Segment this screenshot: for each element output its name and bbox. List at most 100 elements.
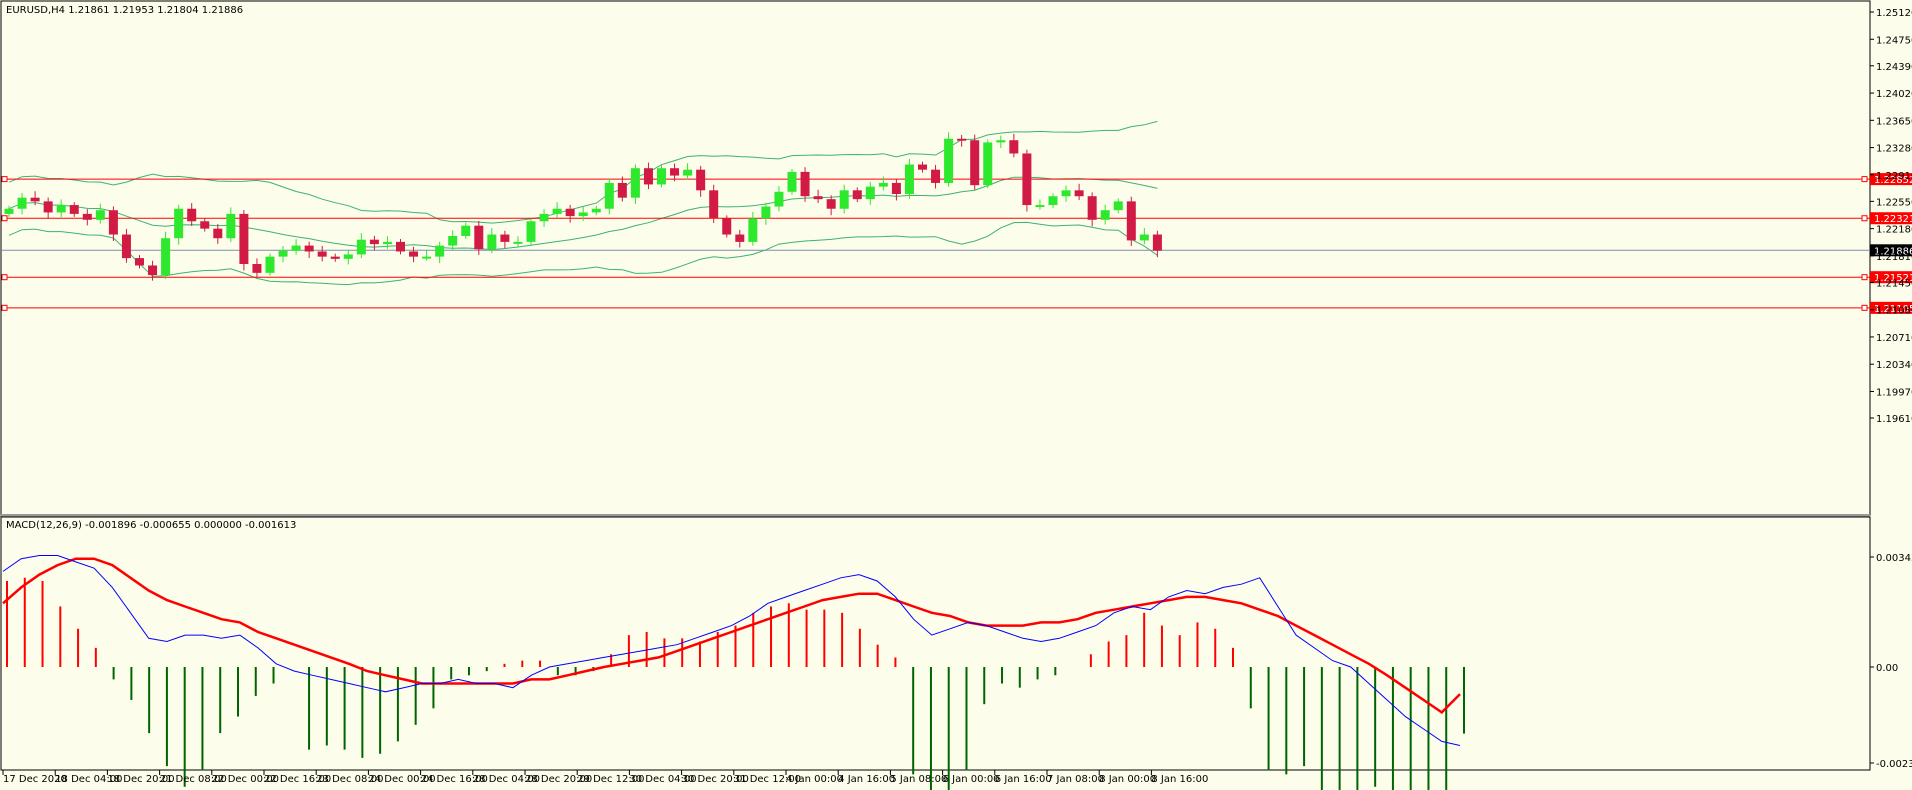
level-price-label: 1.22852: [1874, 175, 1912, 186]
price-axis: 1.25120 1.24750 1.24390 1.24020 1.23650 1.232…: [1870, 8, 1912, 425]
macd-tick-label: -0.002324: [1876, 759, 1912, 770]
macd-info-label: MACD(12,26,9) -0.001896 -0.000655 0.0000…: [6, 520, 296, 531]
level-anchor[interactable]: [1861, 215, 1868, 222]
horizontal-levels[interactable]: 1.22852 1.22321 1.21521 1.21105 1.21886: [1, 173, 1912, 315]
candle-body: [683, 169, 693, 176]
candle-body: [317, 251, 327, 257]
level-anchor[interactable]: [1, 215, 8, 222]
time-tick-label: 29 Dec 12:00: [577, 774, 644, 785]
price-tick-label: 1.22180: [1876, 225, 1912, 236]
candle-body: [435, 245, 445, 257]
macd-series: [2, 555, 1465, 790]
candle-body: [774, 191, 784, 207]
price-tick-label: 1.21080: [1876, 306, 1912, 317]
candle-body: [891, 182, 901, 194]
candle-body: [761, 206, 771, 219]
bid-price-label: 1.21886: [1874, 246, 1912, 257]
candle-body: [1009, 140, 1019, 154]
candle-body: [278, 250, 288, 257]
candle-body: [670, 168, 680, 176]
candle-body: [369, 239, 379, 245]
candle-body: [461, 225, 471, 236]
time-tick-label: 21 Dec 08:00: [160, 774, 227, 785]
candle-body: [1074, 190, 1084, 197]
level-anchor[interactable]: [1861, 176, 1868, 183]
time-tick-label: 8 Jan 00:00: [1099, 774, 1156, 785]
candle-body: [1152, 234, 1162, 251]
candle-body: [30, 197, 40, 202]
candle-body: [500, 234, 510, 242]
candle-body: [304, 245, 314, 252]
candle-body: [174, 208, 184, 239]
band-lower: [8, 221, 1158, 286]
candle-body: [1022, 153, 1032, 206]
candle-body: [826, 199, 836, 209]
time-tick-label: 5 Jan 08:00: [890, 774, 947, 785]
candle-body: [722, 218, 732, 235]
level-anchor[interactable]: [1861, 304, 1868, 311]
level-price-label: 1.21521: [1874, 273, 1912, 284]
time-tick-label: 28 Dec 04:00: [473, 774, 540, 785]
candle-body: [591, 208, 601, 213]
candle-body: [356, 239, 366, 255]
candle-body: [487, 234, 497, 250]
time-tick-label: 23 Dec 08:00: [316, 774, 383, 785]
candle-body: [43, 201, 53, 213]
candle-body: [382, 241, 392, 245]
price-tick-label: 1.24020: [1876, 89, 1912, 100]
level-anchor[interactable]: [1, 176, 8, 183]
candle-body: [409, 251, 419, 257]
candle-body: [56, 205, 66, 213]
candle-body: [996, 140, 1006, 143]
candle-body: [396, 241, 405, 252]
price-tick-label: 1.22550: [1876, 197, 1912, 208]
price-tick-label: 1.20340: [1876, 360, 1912, 371]
candle-body: [187, 208, 197, 222]
macd-signal-line: [2, 557, 1461, 715]
candle-body: [226, 213, 236, 239]
candle-body: [82, 213, 92, 220]
time-tick-label: 24 Dec 00:00: [368, 774, 435, 785]
time-tick-label: 30 Dec 04:00: [629, 774, 696, 785]
time-tick-label: 18 Dec 04:00: [55, 774, 122, 785]
candle-body: [1048, 196, 1058, 206]
macd-panel-frame: [0, 516, 1871, 771]
level-anchor[interactable]: [1, 304, 8, 311]
level-price-tag: [1870, 173, 1912, 186]
price-tick-label: 1.24750: [1876, 35, 1912, 46]
time-tick-label: 18 Dec 20:00: [107, 774, 174, 785]
candle-body: [135, 258, 144, 266]
candle-body: [709, 190, 719, 219]
candle-body: [931, 169, 941, 183]
candle-body: [735, 234, 745, 242]
macd-axis: 0.003453 0.00 -0.002324: [1870, 553, 1912, 770]
price-tick-label: 1.20710: [1876, 333, 1912, 344]
candle-body: [4, 208, 14, 214]
price-tick-label: 1.23650: [1876, 116, 1912, 127]
time-tick-label: 28 Dec 20:00: [525, 774, 592, 785]
candle-body: [565, 208, 575, 217]
candle-body: [865, 186, 875, 200]
macd-tick-label: 0.003453: [1876, 553, 1912, 564]
candle-body: [957, 138, 967, 141]
candle-body: [148, 265, 158, 276]
candlestick-series: [4, 132, 1162, 281]
level-price-tag: [1870, 212, 1912, 225]
candle-body: [696, 169, 706, 191]
candle-body: [1087, 196, 1097, 220]
candle-body: [630, 168, 640, 198]
time-tick-label: 6 Jan 16:00: [995, 774, 1052, 785]
panel-separator[interactable]: [0, 514, 1870, 517]
price-tick-label: 1.21450: [1876, 278, 1912, 289]
candle-body: [578, 212, 588, 217]
candle-body: [604, 182, 614, 209]
level-anchor[interactable]: [1, 274, 8, 281]
candle-body: [213, 228, 223, 239]
level-anchor[interactable]: [1861, 274, 1868, 281]
bid-price-tag: [1870, 244, 1912, 257]
candle-body: [657, 168, 666, 185]
candle-body: [330, 256, 340, 259]
